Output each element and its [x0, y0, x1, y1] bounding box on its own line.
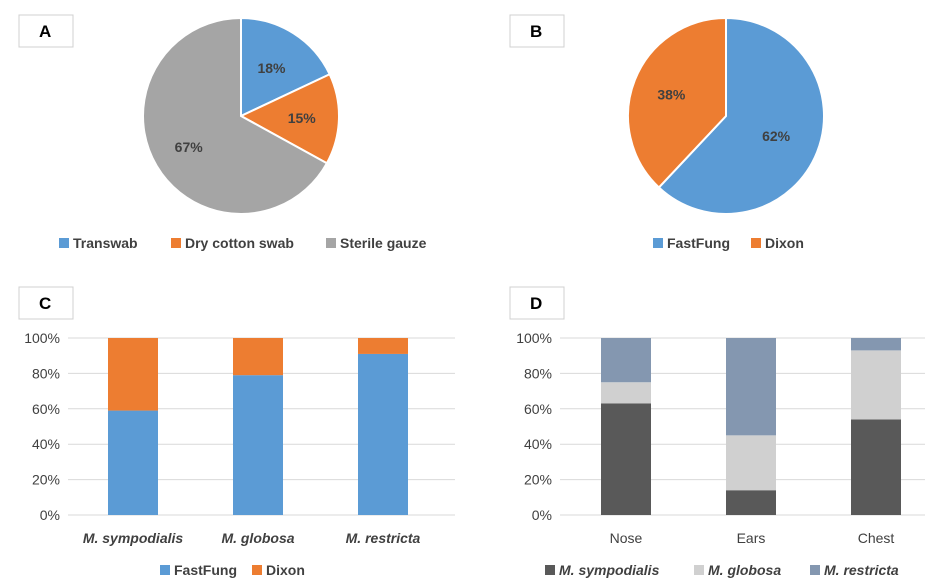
legend-swatch [59, 238, 69, 248]
legend-label: Dixon [765, 235, 804, 251]
pie-slice-sterile-gauze [142, 16, 329, 215]
legend-label: Transwab [73, 235, 138, 251]
data-label: 18% [257, 60, 286, 76]
legend-swatch [751, 238, 761, 248]
y-tick-label: 100% [24, 330, 60, 346]
legend-swatch [326, 238, 336, 248]
y-tick-label: 20% [524, 472, 552, 488]
y-tick-label: 0% [532, 507, 552, 523]
bar-dixon-0 [108, 338, 158, 411]
legend-label: M. globosa [708, 562, 781, 578]
legend-swatch [810, 565, 820, 575]
legend-label: Dixon [266, 562, 305, 578]
y-tick-label: 0% [40, 507, 60, 523]
y-tick-label: 100% [516, 330, 552, 346]
panel-a: A 18% 15% 67% Transwab Dry cotton swab Sterile… [18, 14, 427, 251]
pie-slice-transwab [240, 16, 332, 118]
y-tick-label: 60% [524, 401, 552, 417]
pie-slice-fastfung [657, 16, 825, 215]
data-label: 62% [762, 128, 791, 144]
legend-swatch [545, 565, 555, 575]
bar-m-sympodialis-0 [601, 403, 651, 515]
data-label: 15% [288, 110, 317, 126]
y-tick-label: 60% [32, 401, 60, 417]
x-tick-label: M. sympodialis [83, 530, 184, 546]
bar-m-sympodialis-1 [726, 490, 776, 515]
panel-label-box [18, 14, 74, 48]
legend-label: FastFung [174, 562, 237, 578]
bar-dixon-2 [358, 338, 408, 354]
bar-m-globosa-2 [851, 350, 901, 420]
bar-m-sympodialis-2 [851, 419, 901, 515]
legend-swatch [694, 565, 704, 575]
panel-label-box [18, 286, 74, 320]
x-tick-label: Ears [737, 530, 766, 546]
data-label: 67% [175, 139, 204, 155]
bar-fastfung-0 [108, 410, 158, 515]
x-tick-label: Nose [610, 530, 643, 546]
bar-fastfung-2 [358, 353, 408, 515]
bar-m-restricta-1 [726, 338, 776, 436]
legend-swatch [653, 238, 663, 248]
legend-label: M. restricta [824, 562, 899, 578]
panel-label: D [530, 294, 542, 313]
bar-m-globosa-1 [726, 435, 776, 491]
panel-label: C [39, 294, 51, 313]
x-tick-label: Chest [858, 530, 895, 546]
legend-label: FastFung [667, 235, 730, 251]
legend-swatch [171, 238, 181, 248]
bar-fastfung-1 [233, 375, 283, 515]
legend-label: Dry cotton swab [185, 235, 294, 251]
legend-swatch [160, 565, 170, 575]
panel-label-box [509, 286, 565, 320]
panel-d: D 0% 20% 40% 60% 80% 100% Nose Ears Chest M. sympo… [509, 286, 925, 578]
y-tick-label: 40% [524, 436, 552, 452]
panel-b: B 62% 38% FastFung Dixon [509, 14, 825, 251]
pie-slice-dry-cotton-swab [238, 72, 340, 165]
x-tick-label: M. globosa [221, 530, 294, 546]
bar-m-restricta-0 [601, 338, 651, 383]
y-tick-label: 20% [32, 472, 60, 488]
legend-swatch [252, 565, 262, 575]
panel-label: B [530, 22, 542, 41]
legend-label: M. sympodialis [559, 562, 660, 578]
bar-m-globosa-0 [601, 382, 651, 404]
bar-dixon-1 [233, 338, 283, 376]
legend-label: Sterile gauze [340, 235, 427, 251]
pie-slice-dixon [627, 16, 727, 189]
data-label: 38% [657, 86, 686, 102]
y-tick-label: 80% [524, 365, 552, 381]
panel-label-box [509, 14, 565, 48]
y-tick-label: 40% [32, 436, 60, 452]
x-tick-label: M. restricta [346, 530, 421, 546]
bar-m-restricta-2 [851, 338, 901, 351]
panel-c: C 0% 20% 40% 60% 80% 100% M. sympodialis M. glob… [18, 286, 455, 578]
panel-label: A [39, 22, 51, 41]
y-tick-label: 80% [32, 365, 60, 381]
